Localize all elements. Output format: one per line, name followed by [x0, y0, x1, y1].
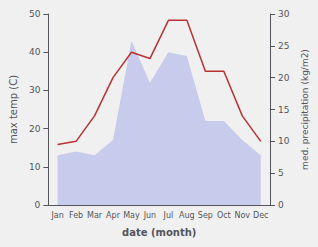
- svg-text:Feb: Feb: [69, 211, 83, 220]
- svg-text:Aug: Aug: [179, 211, 195, 220]
- svg-text:40: 40: [29, 47, 41, 57]
- svg-text:0: 0: [278, 200, 284, 210]
- svg-text:10: 10: [29, 162, 41, 172]
- svg-text:5: 5: [278, 168, 284, 178]
- svg-text:date (month): date (month): [122, 227, 196, 238]
- svg-text:Jun: Jun: [143, 211, 157, 220]
- svg-text:Oct: Oct: [217, 211, 231, 220]
- svg-text:Sep: Sep: [198, 211, 213, 220]
- svg-text:Dec: Dec: [253, 211, 268, 220]
- svg-text:20: 20: [278, 73, 290, 83]
- svg-text:max temp (C): max temp (C): [8, 75, 19, 144]
- svg-text:Jan: Jan: [50, 211, 63, 220]
- svg-text:May: May: [123, 211, 140, 220]
- svg-text:med. precipitation (kg/m2): med. precipitation (kg/m2): [300, 49, 310, 170]
- svg-text:Jul: Jul: [163, 211, 174, 220]
- svg-text:10: 10: [278, 136, 290, 146]
- svg-text:15: 15: [278, 105, 289, 115]
- svg-text:0: 0: [35, 200, 41, 210]
- svg-text:50: 50: [29, 9, 41, 19]
- svg-text:Mar: Mar: [87, 211, 103, 220]
- svg-text:Nov: Nov: [234, 211, 250, 220]
- svg-text:20: 20: [29, 124, 41, 134]
- svg-text:30: 30: [29, 85, 41, 95]
- svg-text:25: 25: [278, 41, 289, 51]
- svg-text:Apr: Apr: [106, 211, 121, 220]
- svg-text:30: 30: [278, 9, 290, 19]
